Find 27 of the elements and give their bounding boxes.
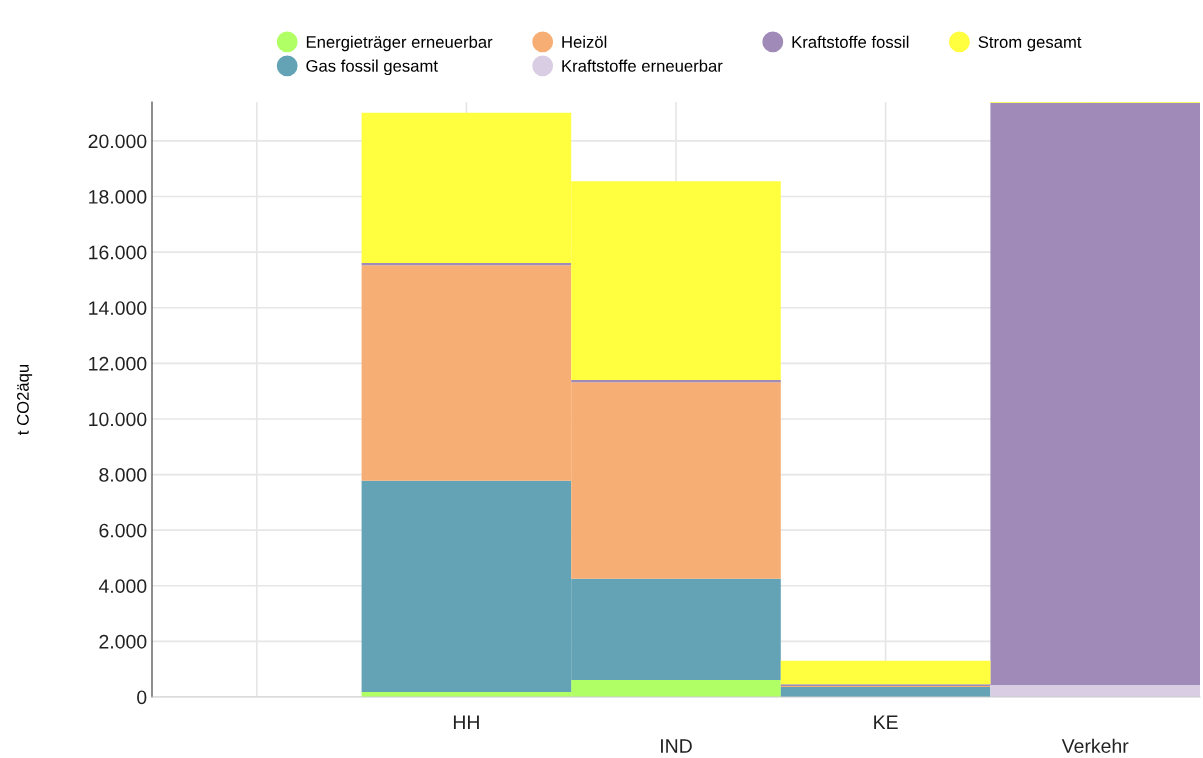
bar [361, 262, 572, 266]
legend-label: Strom gesamt [978, 36, 1082, 52]
bar [780, 660, 991, 685]
y-tick-label: 2.000 [99, 634, 147, 649]
y-tick-label: 18.000 [89, 190, 147, 204]
y-tick-label: 4.000 [98, 579, 147, 594]
legend-label: Kraftstoffe erneuerbar [562, 59, 723, 72]
y-tick-label: 6.000 [99, 523, 147, 538]
legend-label: Energieträger erneuerbar [306, 35, 493, 52]
y-tick-label: 20.000 [88, 134, 147, 149]
bar [990, 685, 1200, 697]
x-tick-label: KE [874, 715, 898, 729]
legend-label: Heizöl [562, 35, 607, 48]
y-tick-label: 14.000 [89, 301, 147, 315]
y-tick-label: 12.000 [89, 356, 147, 371]
x-tick-label: HH [453, 715, 479, 729]
y-tick-label: 8.000 [99, 468, 147, 482]
legend-label: Kraftstoffe fossil [792, 35, 909, 48]
x-tick-label: IND [661, 739, 692, 753]
bar [571, 380, 781, 383]
bar [780, 686, 991, 697]
x-tick-label: Verkehr [1061, 738, 1129, 753]
y-tick-label: 0 [137, 690, 147, 705]
legend-label: Gas fossil gesamt [306, 59, 438, 76]
y-tick-label: 16.000 [89, 245, 147, 260]
y-axis-title: t CO2äqu [17, 364, 33, 435]
y-tick-label: 10.000 [89, 412, 147, 427]
